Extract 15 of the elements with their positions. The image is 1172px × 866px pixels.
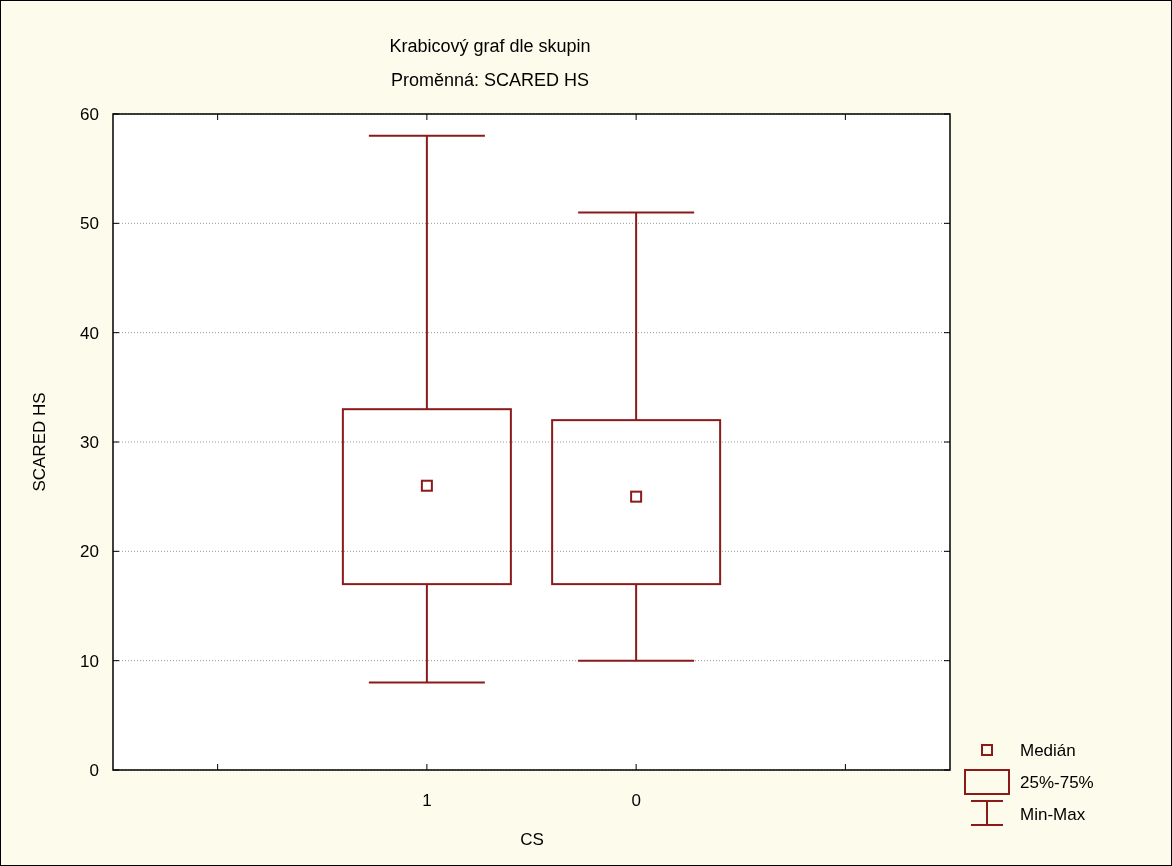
text: 25%-75% [1020,772,1094,792]
x-tick-label: 1 [422,791,432,810]
chart-title: Krabicový graf dle skupin [389,36,591,56]
y-tick-label: 30 [80,432,99,452]
y-axis-title: SCARED HS [30,392,49,492]
x-axis-title: CS [520,830,544,849]
y-tick-label: 10 [80,651,99,671]
y-tick-label: 20 [80,542,99,562]
y-tick-label: 60 [80,104,99,124]
text: Min-Max [1020,804,1086,824]
text: Medián [1020,740,1076,760]
chart-subtitle: Proměnná: SCARED HS [390,70,590,90]
y-tick-label: 0 [89,760,99,780]
y-tick-label: 50 [80,214,99,234]
y-tick-label: 40 [80,323,99,343]
